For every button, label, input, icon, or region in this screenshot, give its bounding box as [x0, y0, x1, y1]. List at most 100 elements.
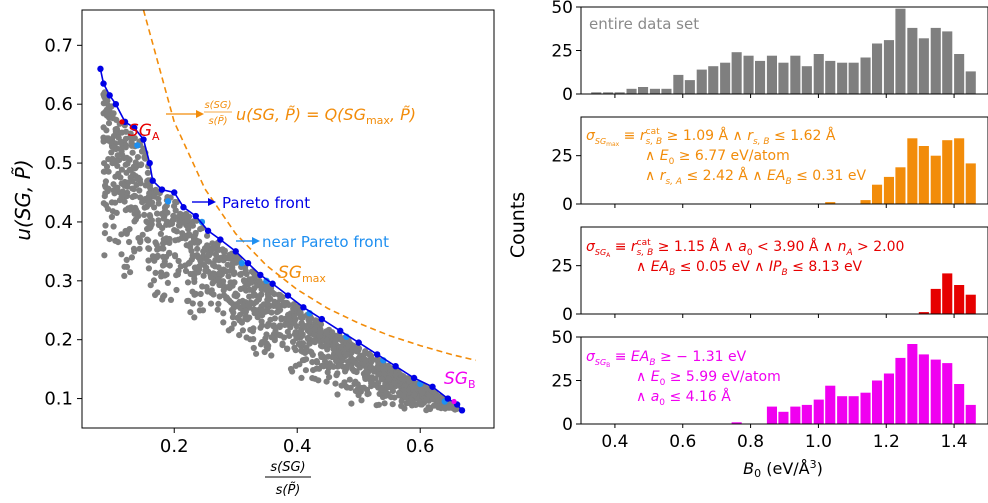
subgroup-point [334, 370, 341, 377]
subgroup-point [284, 345, 291, 352]
subgroup-point [302, 367, 309, 374]
subgroup-point [122, 207, 129, 214]
subgroup-point [199, 283, 206, 290]
pareto-point [131, 124, 138, 131]
subgroup-point [137, 194, 144, 201]
histogram-bar [778, 62, 789, 94]
near-pareto-point [134, 142, 141, 149]
histogram-bar [743, 55, 754, 94]
subgroup-point [401, 405, 408, 412]
subgroup-point [152, 291, 159, 299]
histogram-bar [813, 399, 824, 424]
subgroup-point [110, 110, 117, 117]
subgroup-point [215, 276, 222, 283]
y-tick-label: 0.6 [44, 94, 73, 115]
histogram-bar [918, 38, 929, 94]
subgroup-point [291, 331, 299, 338]
subgroup-point [262, 286, 269, 293]
subgroup-point [350, 368, 358, 375]
subgroup-point [152, 269, 159, 276]
subgroup-point [264, 300, 271, 307]
formula-arrow-head [196, 110, 204, 118]
subgroup-point [118, 231, 125, 238]
histogram-bar [872, 184, 883, 204]
subgroup-point [146, 212, 153, 219]
subgroup-point [230, 309, 237, 316]
subgroup-point [248, 268, 256, 275]
subgroup-point [108, 213, 115, 221]
x-tick-label: 0.6 [406, 436, 435, 457]
subgroup-point [363, 386, 371, 393]
subgroup-point [126, 226, 133, 233]
histogram-bar [872, 380, 883, 424]
subgroup-point [229, 260, 236, 267]
subgroup-point [325, 353, 332, 360]
subgroup-point [410, 383, 417, 390]
histogram-bar [895, 8, 906, 95]
subgroup-point [277, 306, 284, 314]
subgroup-point [121, 272, 128, 279]
subgroup-point [145, 257, 152, 264]
subgroup-point [344, 358, 352, 365]
subgroup-point [232, 290, 239, 297]
subgroup-point [323, 328, 330, 335]
subgroup-point [237, 311, 244, 318]
subgroup-point [318, 353, 325, 361]
subgroup-point [306, 318, 313, 326]
histogram-y-label: Counts [507, 192, 529, 258]
subgroup-point [192, 229, 199, 237]
sgb-condition-line-2: ∧ E0 ≥ 5.99 eV/atom [636, 369, 781, 388]
pareto-point [355, 339, 362, 346]
subgroup-point [257, 324, 264, 331]
subgroup-point [405, 378, 412, 385]
subgroup-point [373, 402, 380, 409]
subgroup-point [126, 166, 133, 173]
subgroup-point [311, 337, 318, 344]
subgroup-point [255, 294, 263, 302]
subgroup-point [207, 272, 214, 279]
subgroup-point [364, 369, 371, 376]
subgroup-point [416, 398, 423, 405]
subgroup-point [192, 290, 199, 297]
pareto-point [149, 177, 156, 184]
subgroup-point [230, 270, 238, 278]
subgroup-point [145, 245, 152, 252]
hist-x-tick-label: 0.6 [669, 432, 696, 452]
subgroup-point [171, 227, 178, 234]
near-pareto-label: near Pareto front [262, 233, 389, 251]
histogram-bar [930, 359, 941, 424]
subgroup-point [104, 110, 111, 117]
subgroup-point [182, 262, 189, 269]
histogram-bar [872, 43, 883, 94]
subgroup-point [279, 342, 286, 349]
histogram-bar [801, 404, 812, 424]
hist-x-tick-label: 1.2 [873, 432, 900, 452]
histogram-bar [755, 60, 766, 94]
subgroup-point [389, 401, 396, 408]
subgroup-point [251, 285, 258, 292]
subgroup-point [210, 260, 217, 267]
y-tick-label: 0.4 [44, 212, 73, 233]
subgroup-point [121, 198, 128, 205]
subgroup-point [216, 246, 223, 253]
subgroup-point [264, 323, 271, 330]
histogram-bar [708, 66, 719, 94]
histogram-bar [883, 176, 894, 204]
hist-y-tick-label: 25 [551, 372, 573, 392]
subgroup-point [368, 374, 376, 381]
subgroup-point [194, 245, 201, 252]
subgroup-point [216, 270, 223, 277]
subgroup-point [140, 148, 147, 155]
subgroup-point [141, 211, 148, 218]
sgb-condition-line-3: ∧ a0 ≤ 4.16 Å [636, 388, 731, 408]
subgroup-point [144, 178, 151, 185]
histogram-bar [965, 163, 976, 204]
pareto-point [337, 327, 344, 335]
histogram-bar [825, 202, 836, 204]
subgroup-point [358, 397, 365, 404]
subgroup-point [223, 268, 230, 275]
subgroup-point [110, 223, 117, 230]
subgroup-point [345, 342, 352, 350]
subgroup-point [276, 322, 284, 329]
